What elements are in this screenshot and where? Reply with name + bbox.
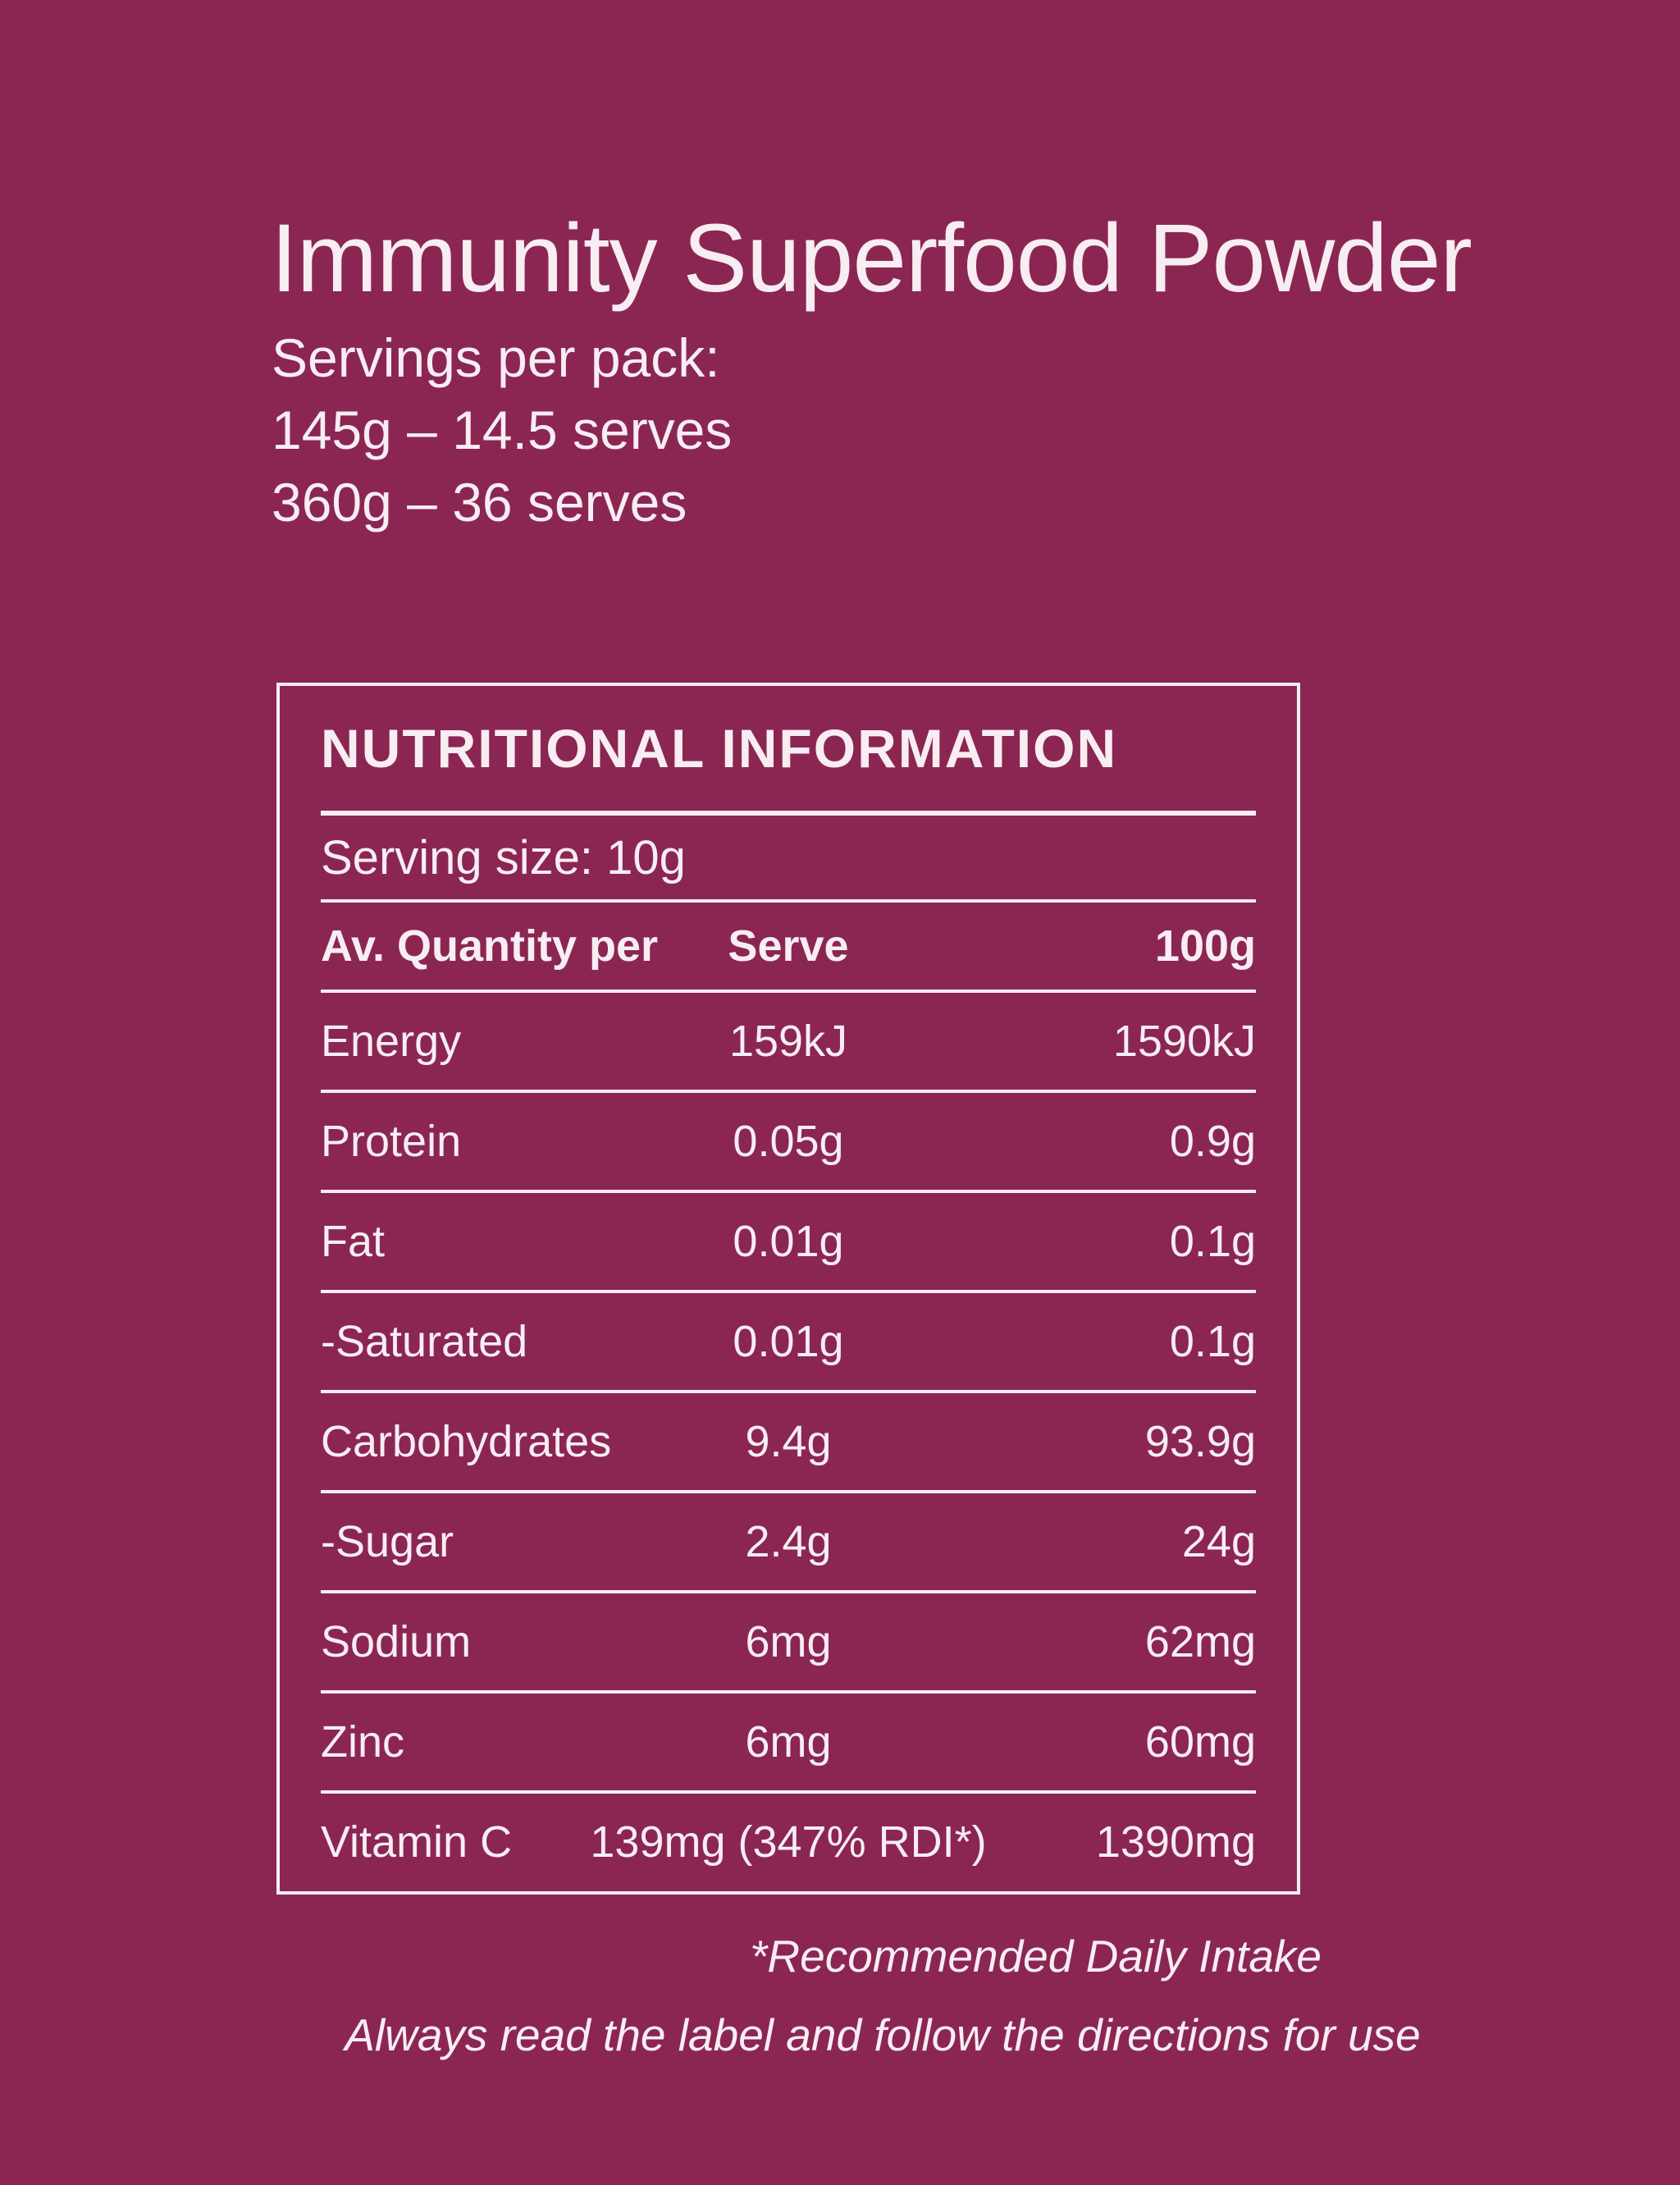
row-divider — [321, 1390, 1256, 1393]
per-100g-value: 24g — [1181, 1517, 1256, 1566]
serving-size: Serving size: 10g — [321, 830, 686, 885]
table-row: Protein 0.05g 0.9g — [321, 1093, 1256, 1190]
row-divider — [321, 1090, 1256, 1093]
per-100g-value: 62mg — [1144, 1617, 1256, 1666]
row-divider — [321, 1290, 1256, 1293]
per-100g-value: 60mg — [1144, 1717, 1256, 1767]
table-row: Carbohydrates 9.4g 93.9g — [321, 1393, 1256, 1490]
servings-line-360g: 360g – 36 serves — [272, 472, 687, 533]
per-100g-value: 93.9g — [1144, 1417, 1256, 1466]
row-divider — [321, 1590, 1256, 1593]
per-100g-value: 1590kJ — [1112, 1017, 1256, 1066]
servings-line-145g: 145g – 14.5 serves — [272, 400, 733, 460]
per-100g-value: 0.1g — [1169, 1317, 1256, 1366]
table-row: Sodium 6mg 62mg — [321, 1593, 1256, 1690]
per-serve-value: 9.4g — [745, 1417, 832, 1466]
per-serve-value: 2.4g — [745, 1517, 832, 1566]
nutrition-panel-title: NUTRITIONAL INFORMATION — [321, 718, 1118, 779]
table-row: Energy 159kJ 1590kJ — [321, 993, 1256, 1090]
rdi-footnote: *Recommended Daily Intake — [749, 1931, 1322, 1982]
disclaimer-text: Always read the label and follow the dir… — [345, 2009, 1421, 2060]
per-serve-value: 159kJ — [728, 1017, 848, 1066]
row-divider — [321, 1190, 1256, 1193]
table-header-row: Av. Quantity per Serve 100g — [321, 903, 1256, 990]
per-serve-value: 0.05g — [733, 1117, 844, 1166]
per-100g-value: 0.1g — [1169, 1217, 1256, 1266]
table-row: Fat 0.01g 0.1g — [321, 1193, 1256, 1290]
column-header-100g: 100g — [1154, 921, 1256, 971]
per-100g-value: 1390mg — [1095, 1817, 1256, 1867]
row-divider — [321, 1790, 1256, 1794]
per-serve-value: 6mg — [745, 1617, 832, 1666]
nutrient-name: Carbohydrates — [321, 1417, 612, 1466]
column-header-serve: Serve — [728, 921, 849, 971]
table-body: Energy 159kJ 1590kJ Protein 0.05g 0.9g Fat 0.01… — [321, 993, 1256, 1890]
table-row: -Saturated 0.01g 0.1g — [321, 1293, 1256, 1390]
servings-block: Servings per pack: 145g – 14.5 serves 36… — [272, 322, 732, 538]
nutrient-name: Fat — [321, 1217, 386, 1266]
per-serve-value: 0.01g — [733, 1317, 844, 1366]
page-title: Immunity Superfood Powder — [271, 204, 1472, 313]
nutrient-name: Protein — [321, 1117, 462, 1166]
section-divider — [321, 899, 1256, 903]
per-100g-value: 0.9g — [1169, 1117, 1256, 1166]
nutrient-name: Sodium — [321, 1617, 472, 1666]
table-row: Vitamin C 139mg (347% RDI*) 1390mg — [321, 1794, 1256, 1890]
row-divider — [321, 1690, 1256, 1694]
table-row: -Sugar 2.4g 24g — [321, 1493, 1256, 1590]
per-serve-value: 6mg — [745, 1717, 832, 1767]
row-divider — [321, 1490, 1256, 1493]
nutrient-name: Energy — [321, 1017, 462, 1066]
servings-heading: Servings per pack: — [272, 327, 720, 388]
column-header-quantity: Av. Quantity per — [321, 921, 659, 971]
header-divider — [321, 990, 1256, 993]
table-row: Zinc 6mg 60mg — [321, 1694, 1256, 1790]
per-serve-value: 139mg (347% RDI*) — [590, 1817, 987, 1867]
per-serve-value: 0.01g — [733, 1217, 844, 1266]
nutrient-name: Vitamin C — [321, 1817, 513, 1867]
nutrient-name: -Saturated — [321, 1317, 528, 1366]
title-divider — [321, 811, 1256, 816]
nutrient-name: -Sugar — [321, 1517, 454, 1566]
nutrition-panel: NUTRITIONAL INFORMATION Serving size: 10… — [276, 683, 1300, 1895]
nutrient-name: Zinc — [321, 1717, 405, 1767]
